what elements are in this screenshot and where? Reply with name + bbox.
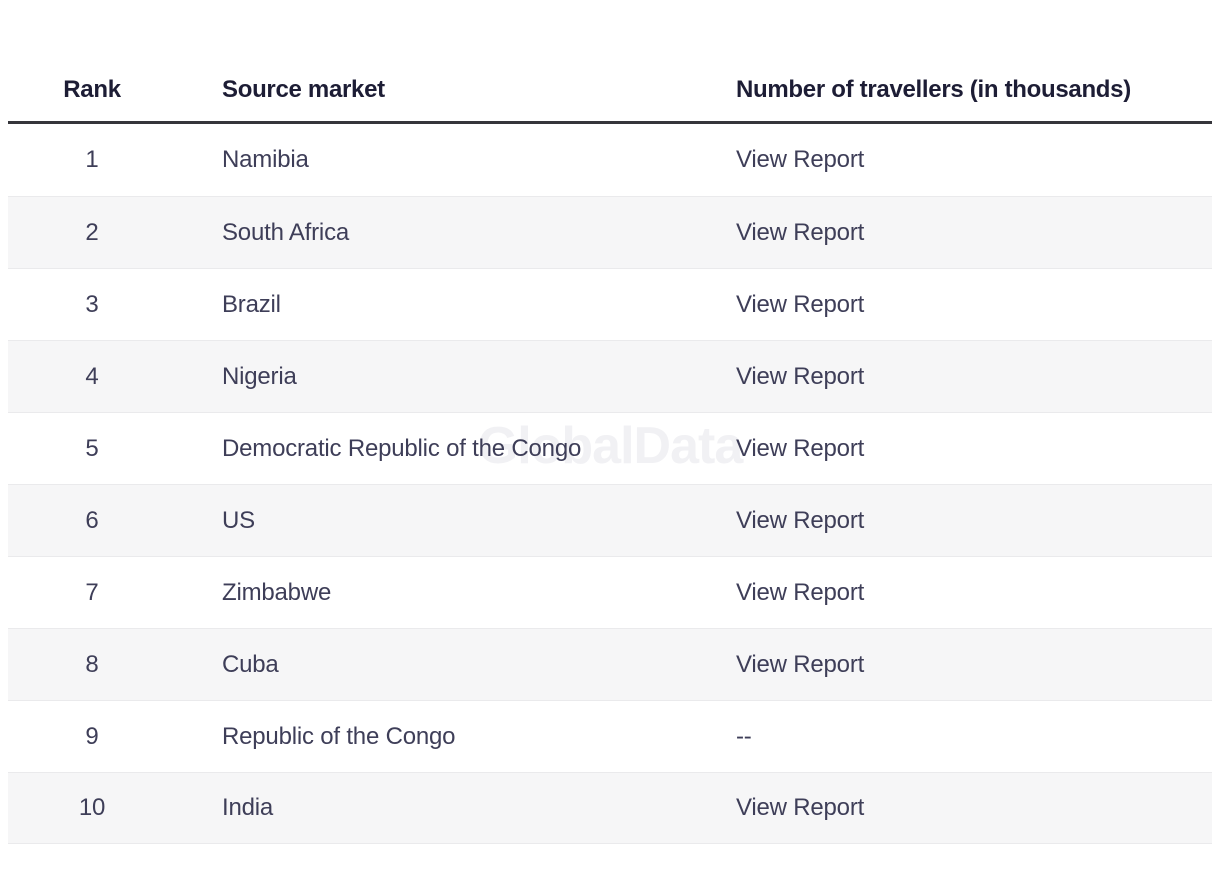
rank-cell: 4 bbox=[85, 362, 99, 390]
table-row: 3 Brazil View Report bbox=[8, 268, 1212, 340]
value-placeholder: -- bbox=[736, 722, 752, 750]
column-header-travellers: Number of travellers (in thousands) bbox=[736, 76, 1131, 103]
rank-cell: 6 bbox=[85, 506, 99, 534]
market-cell: Zimbabwe bbox=[222, 578, 332, 606]
view-report-link[interactable]: View Report bbox=[736, 794, 865, 821]
view-report-link[interactable]: View Report bbox=[736, 578, 865, 606]
rank-cell: 8 bbox=[85, 650, 99, 678]
market-cell: Brazil bbox=[222, 290, 281, 318]
market-cell: Nigeria bbox=[222, 362, 297, 390]
market-cell: Democratic Republic of the Congo bbox=[222, 434, 582, 462]
table-row: 7 Zimbabwe View Report bbox=[8, 556, 1212, 628]
table-row: 9 Republic of the Congo -- bbox=[8, 700, 1212, 772]
view-report-link[interactable]: View Report bbox=[736, 506, 865, 534]
table-header-row: Rank Source market Number of travellers … bbox=[8, 0, 1212, 124]
market-cell: South Africa bbox=[222, 218, 350, 246]
table-row: 1 Namibia View Report bbox=[8, 124, 1212, 196]
table-row: 10 India View Report bbox=[8, 772, 1212, 844]
rank-cell: 10 bbox=[78, 794, 106, 821]
market-cell: India bbox=[222, 794, 274, 821]
rank-cell: 2 bbox=[85, 218, 99, 246]
view-report-link[interactable]: View Report bbox=[736, 146, 865, 173]
rank-cell: 1 bbox=[85, 146, 99, 173]
source-market-table: Rank Source market Number of travellers … bbox=[8, 0, 1212, 844]
rank-cell: 7 bbox=[85, 578, 99, 606]
market-cell: Republic of the Congo bbox=[222, 722, 456, 750]
market-cell: Namibia bbox=[222, 146, 309, 173]
view-report-link[interactable]: View Report bbox=[736, 362, 865, 390]
rank-cell: 5 bbox=[85, 434, 99, 462]
rank-cell: 3 bbox=[85, 290, 99, 318]
view-report-link[interactable]: View Report bbox=[736, 434, 865, 462]
column-header-rank: Rank bbox=[63, 76, 121, 103]
table-row: 2 South Africa View Report bbox=[8, 196, 1212, 268]
column-header-source-market: Source market bbox=[222, 76, 385, 103]
market-cell: US bbox=[222, 506, 255, 534]
view-report-link[interactable]: View Report bbox=[736, 290, 865, 318]
market-cell: Cuba bbox=[222, 650, 279, 678]
table-row: 8 Cuba View Report bbox=[8, 628, 1212, 700]
rank-cell: 9 bbox=[85, 722, 99, 750]
table-row: 6 US View Report bbox=[8, 484, 1212, 556]
table-row: 4 Nigeria View Report bbox=[8, 340, 1212, 412]
view-report-link[interactable]: View Report bbox=[736, 650, 865, 678]
table-row: 5 Democratic Republic of the Congo View … bbox=[8, 412, 1212, 484]
view-report-link[interactable]: View Report bbox=[736, 218, 865, 246]
